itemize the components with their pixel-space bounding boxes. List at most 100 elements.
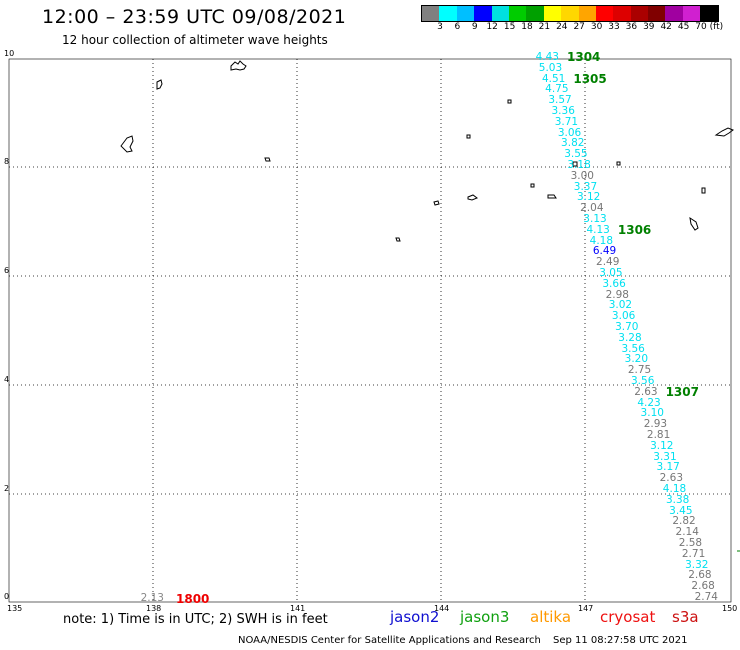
wave-height-value: 3.12 [650, 439, 674, 452]
wave-height-value: 3.12 [576, 191, 601, 204]
scale-swatch [543, 6, 562, 21]
scale-label: (ft) [709, 22, 724, 32]
longitude-tick-label: 141 [290, 604, 306, 613]
map-subtitle: 12 hour collection of altimeter wave hei… [62, 33, 328, 47]
island-outline [714, 127, 735, 137]
scale-swatch [648, 6, 666, 21]
scale-label: 9 [471, 22, 478, 32]
wave-height-value: 3.13 [583, 213, 607, 225]
wave-height-value: 3.57 [548, 94, 572, 107]
wave-height-value: 4.18 [589, 234, 614, 247]
wave-height-value: 2.75 [627, 364, 652, 377]
wave-height-value: 3.00 [570, 169, 594, 182]
scale-swatch [526, 6, 544, 21]
island-outline [572, 161, 578, 167]
wave-height-value: 3.45 [669, 504, 693, 517]
island-outline [507, 99, 512, 104]
scale-label: 3 [437, 22, 443, 32]
wave-height-value: 3.37 [573, 180, 598, 193]
generated-timestamp: Sep 11 08:27:58 UTC 2021 [553, 635, 688, 646]
scale-label: 12 [486, 22, 498, 32]
satellite-legend-cryosat: cryosat [600, 608, 656, 626]
wave-height-value: 2.74 [694, 591, 718, 603]
latitude-tick-label: 4 [4, 375, 10, 384]
wave-height-value: 3.06 [611, 310, 636, 323]
wave-height-value: 4.75 [545, 83, 569, 96]
wave-height-value: 6.49 [592, 245, 617, 258]
scale-label: 33 [608, 22, 620, 32]
scale-label: 24 [556, 22, 568, 32]
longitude-tick-label: 144 [434, 604, 450, 613]
island-outline [616, 161, 621, 166]
scale-swatch [508, 6, 527, 21]
latitude-tick-label: 8 [4, 157, 10, 166]
satellite-legend-jason3: jason3 [460, 608, 510, 626]
wave-height-value: 3.66 [602, 277, 626, 290]
longitude-tick-label: 138 [146, 604, 162, 613]
island-outline [466, 134, 471, 139]
track-time-label: 1306 [617, 222, 652, 237]
scale-swatch [439, 6, 457, 21]
latitude-tick-label: 6 [4, 266, 10, 275]
wave-height-value: 2.63 [659, 472, 684, 485]
scale-label: 15 [503, 22, 516, 32]
island-outline [530, 183, 535, 188]
wave-height-value: 2.14 [675, 526, 699, 539]
wave-height-value: 3.32 [685, 558, 709, 571]
scale-swatch [700, 6, 718, 21]
island-outline [689, 216, 699, 231]
credit-line: NOAA/NESDIS Center for Satellite Applica… [238, 635, 541, 646]
wave-height-value: 4.13 [586, 223, 610, 236]
wave-height-value: 3.02 [608, 299, 633, 312]
track-time-label: 1307 [665, 384, 699, 399]
satellite-legend-altika: altika [530, 608, 572, 626]
scale-swatch [561, 6, 579, 21]
island-outlines [120, 60, 740, 552]
scale-label: 36 [625, 22, 638, 32]
island-outline [230, 60, 247, 71]
wave-height-value: 2.58 [678, 537, 703, 549]
wave-height-value: 3.06 [557, 126, 582, 139]
latitude-tick-label: 10 [4, 49, 15, 58]
wave-height-value: 3.56 [631, 375, 655, 387]
scale-swatch [456, 6, 475, 21]
scale-label: 21 [538, 22, 551, 32]
wave-height-value: 4.18 [662, 483, 687, 495]
scale-label: 30 [590, 22, 603, 32]
satellite-legend-s3a: s3a [672, 608, 699, 626]
wave-height-color-scale [421, 5, 719, 22]
wave-height-value: 3.10 [640, 407, 664, 420]
wave-height-value: 4.23 [637, 396, 661, 409]
scale-label: 45 [677, 22, 690, 32]
scale-swatch [665, 6, 683, 21]
longitude-tick-label: 150 [722, 604, 738, 613]
latitude-tick-label: 2 [4, 484, 10, 493]
wave-height-value: 5.03 [538, 61, 563, 74]
scale-swatch [491, 6, 509, 21]
bottom-left-reading: 2.13 [140, 592, 164, 604]
wave-height-value: 2.63 [634, 385, 658, 398]
longitude-tick-label: 147 [578, 604, 594, 613]
wave-height-value: 3.36 [551, 105, 575, 117]
scale-swatch [613, 6, 631, 21]
wave-height-value: 3.28 [618, 331, 642, 344]
scale-label: 39 [643, 22, 655, 32]
track-time-label: 1305 [573, 71, 607, 86]
wave-height-value: 3.82 [561, 137, 585, 150]
wave-height-value: 3.70 [615, 321, 639, 333]
wave-height-value: 2.49 [596, 256, 620, 269]
island-outline [701, 187, 706, 194]
wave-height-value: 2.93 [643, 418, 668, 431]
wave-height-value: 3.05 [599, 267, 623, 279]
scale-swatch [422, 6, 440, 21]
scale-swatch [474, 6, 492, 21]
map-title: 12:00 – 23:59 UTC 09/08/2021 [42, 6, 347, 28]
wave-height-value: 3.17 [656, 461, 680, 474]
wave-height-value: 2.81 [646, 429, 671, 441]
wave-height-value: 2.04 [580, 202, 604, 215]
scale-swatch [578, 6, 596, 21]
scale-label: 70 [695, 22, 707, 32]
wave-height-value: 3.18 [567, 159, 591, 171]
scale-swatch [630, 6, 649, 21]
